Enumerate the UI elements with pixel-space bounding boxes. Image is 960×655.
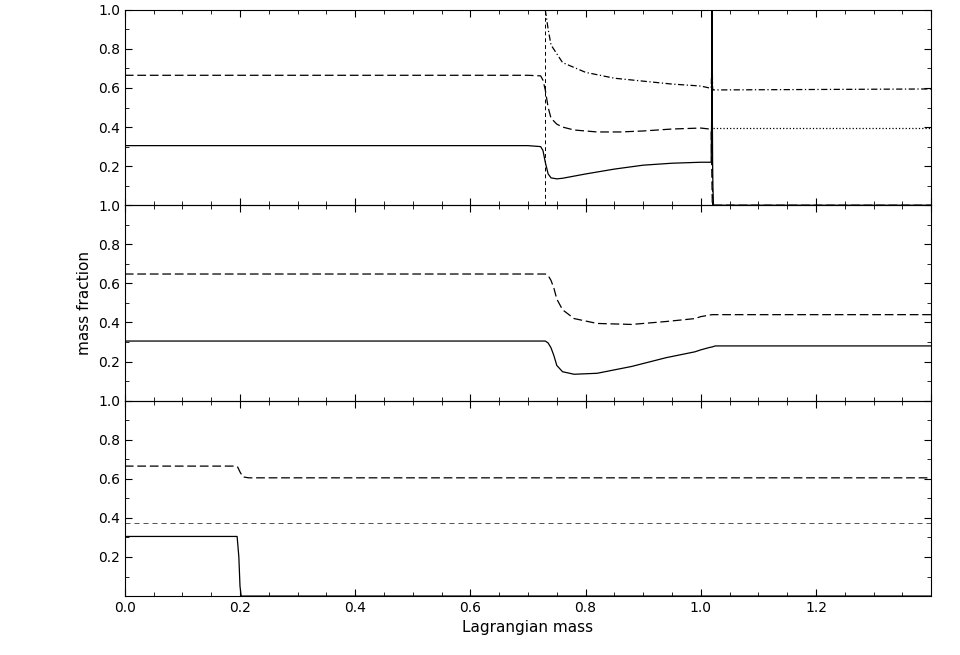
X-axis label: Lagrangian mass: Lagrangian mass [463,620,593,635]
Y-axis label: mass fraction: mass fraction [78,251,92,355]
